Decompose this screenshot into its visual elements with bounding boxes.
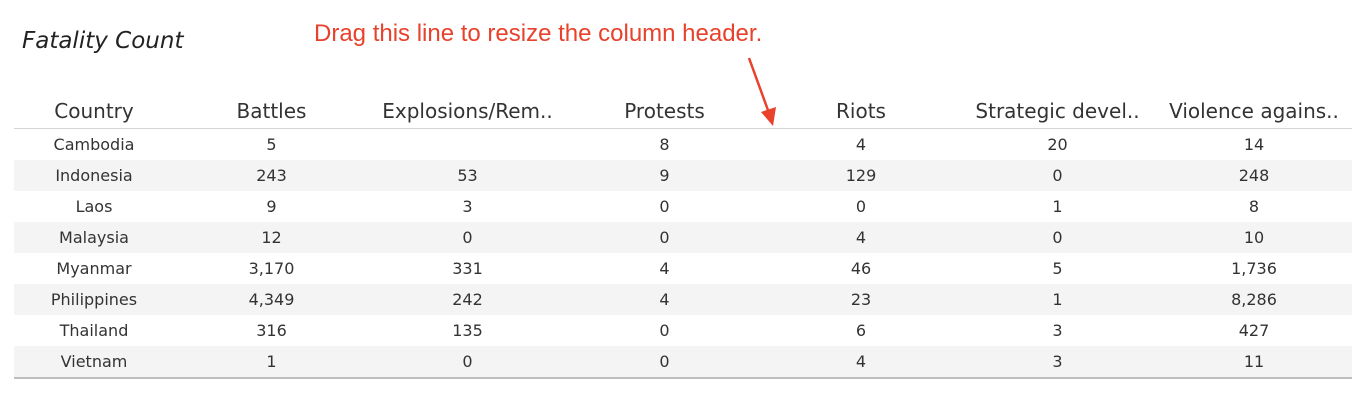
cell-country[interactable]: Thailand <box>59 321 129 340</box>
worksheet-title: Fatality Count <box>22 28 184 54</box>
cell-riots[interactable]: 0 <box>855 197 867 216</box>
cell-explosions[interactable]: 242 <box>452 290 483 309</box>
cell-protests[interactable]: 9 <box>659 166 670 185</box>
cell-strategic-developments[interactable]: 0 <box>1052 228 1063 247</box>
table-row: Cambodia 5 8 4 20 14 <box>14 129 1352 160</box>
cell-riots[interactable]: 46 <box>850 259 872 278</box>
cell-riots[interactable]: 6 <box>855 321 867 340</box>
cell-protests[interactable]: 0 <box>659 321 670 340</box>
table-row: Vietnam 1 0 0 4 3 11 <box>14 346 1352 377</box>
cell-protests[interactable]: 0 <box>659 352 670 371</box>
cell-battles[interactable]: 1 <box>266 352 277 371</box>
cell-explosions[interactable]: 0 <box>462 352 473 371</box>
cell-strategic-developments[interactable]: 3 <box>1052 321 1063 340</box>
cell-battles[interactable]: 5 <box>266 135 277 154</box>
cell-strategic-developments[interactable]: 0 <box>1052 166 1063 185</box>
cell-riots[interactable]: 23 <box>850 290 872 309</box>
cell-country[interactable]: Indonesia <box>55 166 133 185</box>
column-header-country[interactable]: Country <box>54 99 134 123</box>
cell-riots[interactable]: 4 <box>855 135 867 154</box>
cell-country[interactable]: Myanmar <box>56 259 132 278</box>
cell-riots[interactable]: 129 <box>845 166 877 185</box>
cell-explosions[interactable]: 3 <box>462 197 473 216</box>
cell-riots[interactable]: 4 <box>855 228 867 247</box>
cell-battles[interactable]: 316 <box>256 321 287 340</box>
cell-protests[interactable]: 0 <box>659 197 670 216</box>
crosstab-table: Country Battles Explosions/Rem.. Protest… <box>14 90 1352 379</box>
column-header-violence-against-civilians[interactable]: Violence agains.. <box>1169 99 1339 123</box>
annotation-text: Drag this line to resize the column head… <box>314 20 763 47</box>
cell-strategic-developments[interactable]: 5 <box>1052 259 1063 278</box>
cell-violence-against-civilians[interactable]: 10 <box>1243 228 1265 247</box>
cell-violence-against-civilians[interactable]: 14 <box>1243 135 1265 154</box>
column-header-strategic-developments[interactable]: Strategic devel.. <box>975 99 1140 123</box>
cell-country[interactable]: Laos <box>75 197 113 216</box>
cell-country[interactable]: Vietnam <box>60 352 128 371</box>
cell-battles[interactable]: 3,170 <box>248 259 295 278</box>
column-header-battles[interactable]: Battles <box>236 99 307 123</box>
cell-explosions[interactable]: 135 <box>452 321 483 340</box>
cell-violence-against-civilians[interactable]: 427 <box>1238 321 1270 340</box>
cell-protests[interactable]: 4 <box>659 290 670 309</box>
cell-battles[interactable]: 9 <box>266 197 277 216</box>
cell-strategic-developments[interactable]: 1 <box>1052 197 1063 216</box>
column-header-protests[interactable]: Protests <box>624 99 705 123</box>
table-row: Myanmar 3,170 331 4 46 5 1,736 <box>14 253 1352 284</box>
cell-country[interactable]: Philippines <box>50 290 138 309</box>
table-row: Malaysia 12 0 0 4 0 10 <box>14 222 1352 253</box>
cell-protests[interactable]: 0 <box>659 228 670 247</box>
cell-violence-against-civilians[interactable]: 11 <box>1243 352 1265 371</box>
table-body: Cambodia 5 8 4 20 14 Indonesia 243 53 9 129 0 248 Lao… <box>14 129 1352 377</box>
column-header-row: Country Battles Explosions/Rem.. Protest… <box>14 90 1352 129</box>
cell-battles[interactable]: 4,349 <box>248 290 295 309</box>
cell-riots[interactable]: 4 <box>855 352 867 371</box>
cell-strategic-developments[interactable]: 3 <box>1052 352 1063 371</box>
table-row: Thailand 316 135 0 6 3 427 <box>14 315 1352 346</box>
cell-country[interactable]: Cambodia <box>53 135 135 154</box>
cell-violence-against-civilians[interactable]: 248 <box>1238 166 1270 185</box>
column-header-riots[interactable]: Riots <box>836 99 886 123</box>
cell-explosions[interactable]: 0 <box>462 228 473 247</box>
table-row: Laos 9 3 0 0 1 8 <box>14 191 1352 222</box>
table-row: Indonesia 243 53 9 129 0 248 <box>14 160 1352 191</box>
cell-violence-against-civilians[interactable]: 8 <box>1248 197 1260 216</box>
cell-violence-against-civilians[interactable]: 8,286 <box>1231 290 1277 309</box>
cell-protests[interactable]: 8 <box>659 135 670 154</box>
column-header-explosions[interactable]: Explosions/Rem.. <box>382 99 553 123</box>
cell-battles[interactable]: 12 <box>261 228 282 247</box>
cell-explosions[interactable]: 53 <box>457 166 478 185</box>
cell-country[interactable]: Malaysia <box>59 228 129 247</box>
cell-battles[interactable]: 243 <box>256 166 287 185</box>
cell-protests[interactable]: 4 <box>659 259 670 278</box>
cell-strategic-developments[interactable]: 20 <box>1047 135 1068 154</box>
cell-explosions[interactable]: 331 <box>452 259 483 278</box>
cell-violence-against-civilians[interactable]: 1,736 <box>1231 259 1277 278</box>
table-row: Philippines 4,349 242 4 23 1 8,286 <box>14 284 1352 315</box>
table-bottom-border <box>14 377 1352 379</box>
cell-strategic-developments[interactable]: 1 <box>1052 290 1063 309</box>
